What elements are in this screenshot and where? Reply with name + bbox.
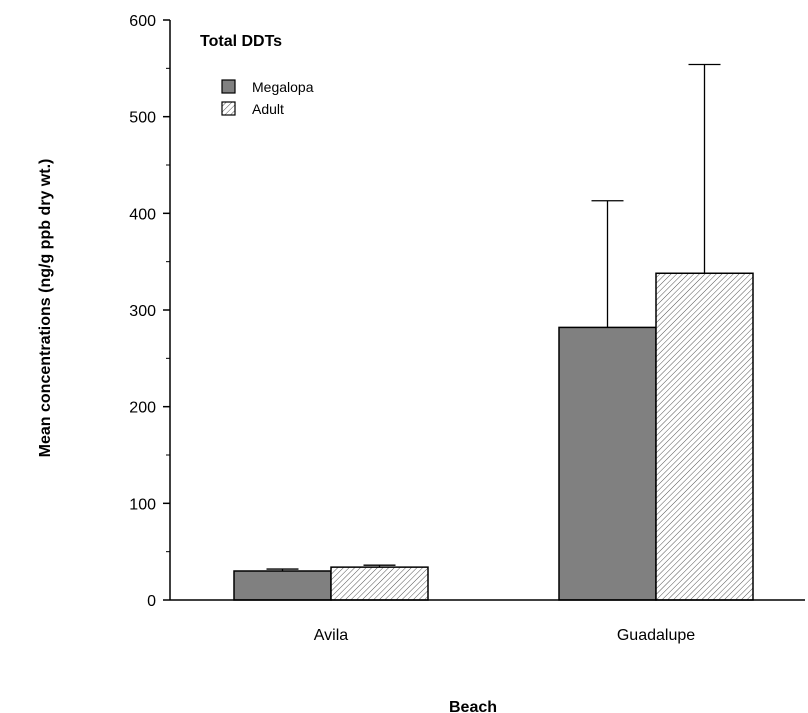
y-tick-label: 600 [129,13,156,30]
bar-adult-avila [330,566,429,601]
y-tick-label: 200 [129,400,156,417]
error-bars [266,63,721,571]
y-tick-label: 400 [129,206,156,223]
legend-label-megalopa: Megalopa [252,79,314,95]
legend-swatch-adult [221,101,236,116]
y-tick-label: 500 [129,110,156,127]
legend: Megalopa Adult [221,79,314,117]
y-tick-label: 0 [147,593,156,610]
y-tick-label: 300 [129,303,156,320]
legend-swatch-megalopa [221,79,236,94]
bars [233,272,754,601]
y-axis-title: Mean concentrations (ng/g ppb dry wt.) [37,159,54,458]
x-tick-label: Guadalupe [617,627,695,644]
legend-label-adult: Adult [252,101,284,117]
y-tick-label: 100 [129,496,156,513]
x-axis-title: Beach [449,699,497,713]
bar-megalopa-guadalupe [558,326,657,601]
y-axis: 0 100 200 300 400 500 600 [129,13,171,610]
bar-megalopa-avila [233,570,332,601]
x-tick-label: Avila [314,627,348,644]
bar-adult-guadalupe [655,272,754,601]
chart-title: Total DDTs [200,33,282,50]
x-axis: Avila Guadalupe [170,599,805,644]
